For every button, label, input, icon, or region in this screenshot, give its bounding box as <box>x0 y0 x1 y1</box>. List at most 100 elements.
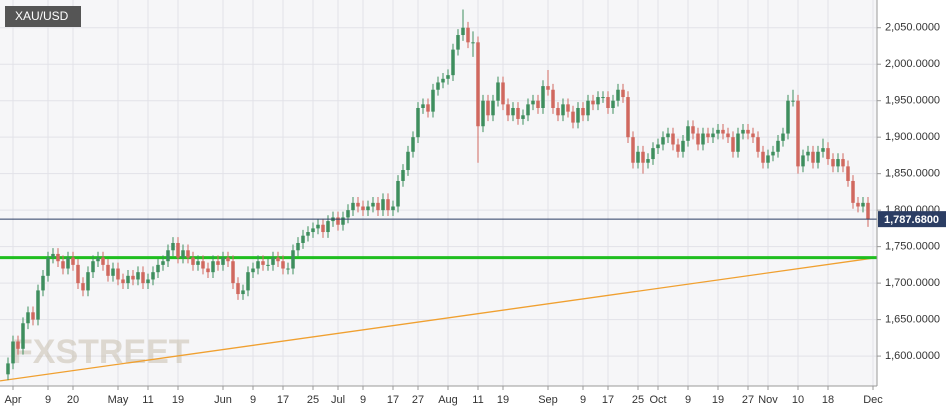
candle-body <box>126 275 130 284</box>
x-tick-label: 25 <box>632 394 644 406</box>
candle-body <box>481 100 485 127</box>
candle-body <box>601 97 605 99</box>
candle-body <box>786 100 790 134</box>
candle-body <box>716 129 720 134</box>
y-tick-label: 1,650.0000 <box>885 314 940 326</box>
candle-body <box>191 257 195 265</box>
x-tick-label: 27 <box>412 394 424 406</box>
x-tick-label: Jul <box>331 394 345 406</box>
candle-body <box>501 82 505 105</box>
candle-body <box>516 107 520 119</box>
candle-body <box>381 199 385 211</box>
candle-body <box>266 264 270 266</box>
candle-body <box>206 268 210 273</box>
candle-body <box>326 221 330 233</box>
candle-body <box>661 137 665 145</box>
candle-body <box>706 133 710 138</box>
candle-body <box>846 166 850 181</box>
candle-body <box>16 341 20 349</box>
candle-body <box>176 242 180 258</box>
x-tick-label: 11 <box>142 394 153 406</box>
candle-body <box>456 35 460 50</box>
y-tick-label: 2,050.0000 <box>885 22 940 34</box>
x-tick-label: 19 <box>172 394 184 406</box>
candle-body <box>241 290 245 295</box>
candle-body <box>341 217 345 225</box>
candle-body <box>136 272 140 280</box>
candle-body <box>811 151 815 163</box>
candle-body <box>766 155 770 163</box>
x-tick-label: 25 <box>307 394 319 406</box>
chart-title: XAU/USD <box>15 9 69 23</box>
candle-body <box>796 100 800 167</box>
candle-body <box>56 253 60 262</box>
candle-body <box>511 107 515 116</box>
candle-body <box>576 107 580 123</box>
candle-body <box>651 148 655 160</box>
x-tick-label: 18 <box>822 394 834 406</box>
x-tick-label: May <box>108 394 129 406</box>
y-tick-label: 1,600.0000 <box>885 350 940 362</box>
candle-body <box>721 129 725 134</box>
candle-body <box>671 133 675 145</box>
candle-body <box>446 75 450 79</box>
candle-body <box>756 137 760 152</box>
candle-body <box>676 144 680 152</box>
candle-body <box>41 275 45 291</box>
candle-body <box>506 104 510 116</box>
candle-body <box>261 261 265 265</box>
candle-body <box>641 151 645 163</box>
candle-body <box>161 261 165 265</box>
candle-body <box>6 363 10 375</box>
candle-body <box>21 323 25 349</box>
candle-body <box>741 129 745 134</box>
x-tick-label: 10 <box>792 394 804 406</box>
candle-body <box>526 104 530 116</box>
candle-body <box>531 100 535 105</box>
candle-body <box>541 86 545 108</box>
candle-body <box>286 268 290 270</box>
candle-body <box>116 268 120 280</box>
candle-body <box>831 159 835 167</box>
candle-body <box>691 126 695 134</box>
candle-body <box>486 100 490 116</box>
candle-body <box>631 137 635 163</box>
candle-body <box>611 100 615 108</box>
candle-body <box>476 42 480 127</box>
candle-body <box>806 151 810 156</box>
last-price-box <box>878 211 946 228</box>
candle-body <box>396 180 400 207</box>
candle-body <box>216 261 220 265</box>
candle-body <box>821 148 825 152</box>
candle-body <box>841 159 845 167</box>
y-tick-label: 1,750.0000 <box>885 241 940 253</box>
candle-body <box>71 257 75 265</box>
candle-body <box>586 100 590 116</box>
candle-body <box>91 261 95 273</box>
x-tick-label: 19 <box>712 394 724 406</box>
candle-body <box>376 202 380 211</box>
candle-body <box>461 27 465 36</box>
candle-body <box>256 261 260 269</box>
x-tick-label: Aug <box>438 394 458 406</box>
candle-body <box>221 257 225 265</box>
candle-body <box>51 253 55 258</box>
candle-body <box>251 268 255 273</box>
x-tick-label: Apr <box>4 394 21 406</box>
candle-body <box>316 224 320 229</box>
candle-body <box>696 133 700 145</box>
candle-body <box>281 261 285 269</box>
candle-body <box>166 250 170 262</box>
candle-body <box>146 279 150 284</box>
candle-body <box>386 199 390 211</box>
plot-background <box>0 0 877 386</box>
candle-body <box>421 104 425 108</box>
x-tick-label: 9 <box>685 394 691 406</box>
y-tick-label: 2,000.0000 <box>885 58 940 70</box>
candle-body <box>81 283 85 291</box>
x-tick-label: 9 <box>45 394 51 406</box>
candle-body <box>816 151 820 163</box>
candle-body <box>296 242 300 251</box>
candle-body <box>31 312 35 320</box>
